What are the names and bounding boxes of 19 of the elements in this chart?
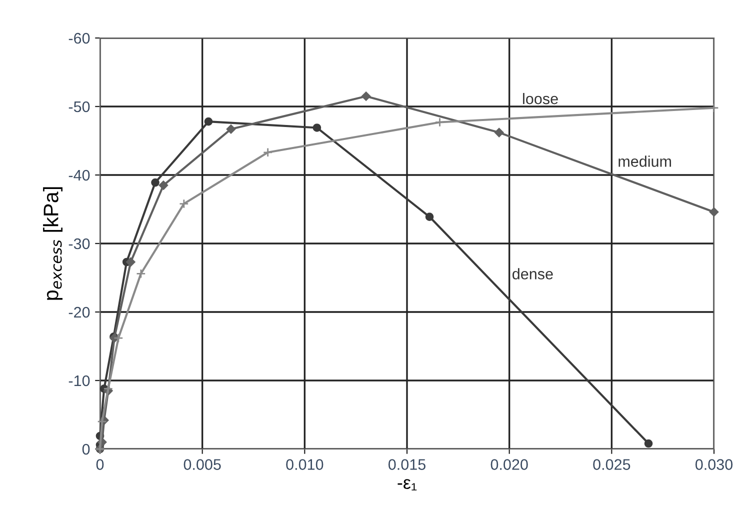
x-tick-label: 0.030 (695, 459, 733, 470)
y-tick-label: -20 (68, 306, 90, 318)
y-tick-label: -30 (68, 238, 90, 250)
x-tick-label: 0 (96, 459, 104, 470)
y-tick-label: -10 (68, 375, 90, 386)
y-tick-label: -60 (68, 32, 90, 44)
series-label: medium (618, 156, 671, 167)
x-axis-title: -ε₁ (398, 479, 417, 490)
y-tick-label: -50 (68, 101, 90, 112)
x-tick-label: 0.010 (286, 459, 324, 470)
y-tick-label: 0 (82, 444, 90, 455)
x-tick-label: 0.020 (490, 459, 528, 470)
x-tick-label: 0.025 (593, 459, 630, 470)
x-tick-label: 0.015 (388, 459, 426, 470)
x-tick-label: 0.005 (184, 459, 221, 470)
series-label: loose (523, 92, 558, 104)
y-axis-title: p$_{excess}$ [kPa] (43, 187, 62, 300)
y-tick-label: -40 (68, 170, 90, 181)
series-label: dense (512, 268, 553, 280)
